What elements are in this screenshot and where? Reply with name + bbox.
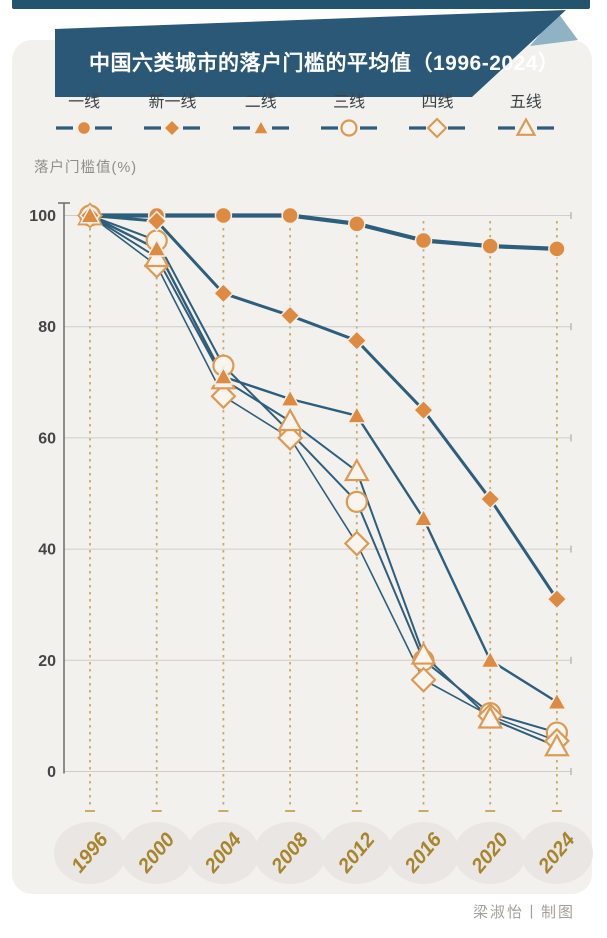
legend-label: 一线 [68, 94, 101, 111]
svg-text:0: 0 [47, 764, 56, 781]
top-accent-strip [12, 0, 590, 9]
page-title: 中国六类城市的落户门槛的平均值（1996-2024） [89, 52, 560, 75]
legend-item-5: 四线 [408, 88, 466, 139]
svg-text:60: 60 [38, 430, 56, 447]
ribbon-banner [55, 10, 566, 97]
svg-text:40: 40 [38, 542, 56, 559]
chart-panel [12, 40, 592, 894]
legend-item-6: 五线 [497, 88, 555, 139]
legend-label: 二线 [244, 94, 277, 111]
legend-label: 新一线 [148, 94, 197, 111]
y-axis-title: 落户门槛值(%) [34, 160, 138, 176]
chart-legend: 一线 新一线 二线 三线 四线 五线 [40, 88, 570, 139]
circle-filled-marker-icon [56, 120, 113, 136]
legend-item-4: 三线 [320, 88, 378, 139]
triangle-open-marker-icon [497, 117, 554, 136]
ribbon-fold-triangle [530, 13, 578, 46]
diamond-filled-marker-icon [144, 118, 201, 138]
circle-open-marker-icon [321, 119, 378, 137]
diamond-open-marker-icon [409, 117, 466, 139]
legend-item-2: 新一线 [143, 88, 201, 139]
legend-item-3: 二线 [232, 88, 290, 139]
svg-text:100: 100 [29, 208, 56, 225]
legend-label: 三线 [333, 94, 366, 111]
legend-item-1: 一线 [55, 88, 113, 139]
legend-label: 四线 [421, 94, 454, 111]
title-ribbon [55, 10, 578, 97]
credit-text: 梁淑怡丨制图 [472, 904, 575, 921]
triangle-filled-marker-icon [232, 118, 289, 135]
svg-text:20: 20 [38, 653, 56, 670]
legend-label: 五线 [509, 94, 542, 111]
svg-text:80: 80 [38, 319, 56, 336]
